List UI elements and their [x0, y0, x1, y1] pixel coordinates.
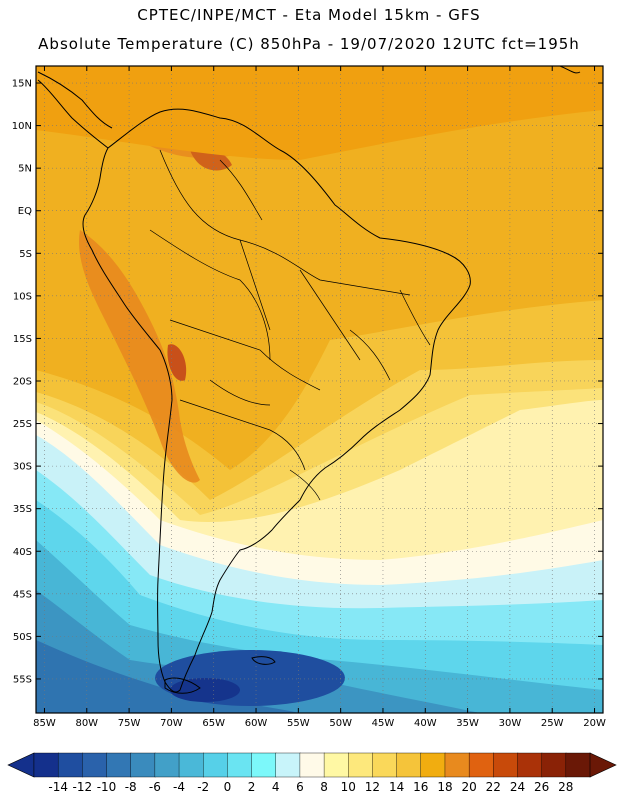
lat-label: EQ — [18, 206, 32, 217]
lon-label: 55W — [287, 718, 310, 729]
colorbar-swatch — [251, 752, 277, 778]
lon-label: 40W — [414, 718, 437, 729]
lat-label: 10N — [12, 121, 32, 132]
colorbar-swatch — [57, 752, 84, 778]
colorbar-swatch — [517, 752, 543, 778]
lon-label: 30W — [499, 718, 522, 729]
colorbar — [7, 752, 617, 778]
lon-label: 20W — [583, 718, 606, 729]
lon-label: 70W — [160, 718, 183, 729]
lon-label: 25W — [541, 718, 564, 729]
lat-label: 5S — [19, 249, 32, 260]
colorbar-swatch — [444, 752, 470, 778]
lat-label: 35S — [13, 504, 32, 515]
caribbean-islands — [559, 66, 581, 74]
colorbar-swatch — [106, 752, 132, 778]
lat-label: 25S — [13, 419, 32, 430]
colorbar-min-arrow — [7, 752, 35, 778]
colorbar-label: 14 — [389, 780, 404, 794]
hot-spot-bolivia — [167, 344, 187, 381]
colorbar-swatch — [33, 752, 59, 778]
colorbar-swatch — [396, 752, 422, 778]
colorbar-label: 8 — [320, 780, 328, 794]
lon-label: 65W — [202, 718, 225, 729]
south-america-coastline — [82, 108, 471, 693]
lat-label: 5N — [18, 164, 32, 175]
lat-label: 45S — [13, 589, 32, 600]
lat-label: 30S — [13, 462, 32, 473]
map-gridlines — [36, 66, 603, 713]
lon-label: 35W — [456, 718, 479, 729]
map-title-line2: Absolute Temperature (C) 850hPa - 19/07/… — [38, 35, 580, 53]
lat-label: 50S — [13, 632, 32, 643]
colorbar-label: 28 — [558, 780, 573, 794]
colorbar-label: 26 — [534, 780, 549, 794]
lon-label: 45W — [372, 718, 395, 729]
longitude-labels: 85W 80W 75W 70W 65W 60W 55W 50W 45W 40W 35W 30W 25W 2… — [33, 718, 606, 729]
colorbar-label: 4 — [272, 780, 280, 794]
colorbar-swatch — [299, 752, 325, 778]
colorbar-swatch — [203, 752, 229, 778]
falklands — [251, 656, 276, 665]
lon-label: 50W — [329, 718, 352, 729]
lon-label: 60W — [245, 718, 268, 729]
colorbar-swatch — [130, 752, 156, 778]
colorbar-labels: -14 -12 -10 -8 -6 -4 -2 0 2 4 6 8 10 12 14 16 18 20 22 24 26… — [48, 780, 573, 794]
central-america-coastline — [37, 79, 109, 149]
colorbar-label: 22 — [486, 780, 501, 794]
colorbar-label: 0 — [224, 780, 232, 794]
map-title-line1: CPTEC/INPE/MCT - Eta Model 15km - GFS — [137, 6, 481, 24]
lat-label: 10S — [13, 291, 32, 302]
colorbar-label: -8 — [125, 780, 137, 794]
lat-label: 15S — [13, 334, 32, 345]
colorbar-label: 2 — [248, 780, 256, 794]
temperature-field — [36, 66, 603, 713]
colorbar-swatch — [420, 752, 446, 778]
colorbar-label: -4 — [173, 780, 185, 794]
colorbar-label: 18 — [437, 780, 452, 794]
colorbar-label: -2 — [197, 780, 209, 794]
colorbar-swatch — [468, 752, 495, 778]
latitude-labels: 15N 10N 5N EQ 5S 10S 15S 20S 25S 30S 35S 40S 45S 50S 5… — [12, 79, 32, 686]
colorbar-label: 24 — [510, 780, 525, 794]
colorbar-swatch — [565, 752, 591, 778]
colorbar-label: -10 — [97, 780, 117, 794]
lat-label: 40S — [13, 547, 32, 558]
colorbar-swatch — [154, 752, 180, 778]
colorbar-label: -14 — [48, 780, 68, 794]
lon-label: 75W — [118, 718, 141, 729]
colorbar-swatch — [493, 752, 519, 778]
colorbar-swatch — [541, 752, 567, 778]
central-america-coastline-north — [37, 71, 113, 129]
lat-label: 55S — [13, 674, 32, 685]
colorbar-swatch — [227, 752, 253, 778]
lon-label: 80W — [75, 718, 98, 729]
political-borders — [149, 149, 431, 501]
colorbar-swatch — [372, 752, 398, 778]
colorbar-swatch — [348, 752, 374, 778]
colorbar-max-arrow — [589, 752, 617, 778]
cold-core-inner — [170, 678, 240, 702]
tierra-del-fuego — [164, 677, 201, 694]
colorbar-swatch — [178, 752, 204, 778]
lat-label: 15N — [12, 79, 32, 90]
band-neg4-neg2 — [36, 590, 480, 713]
orange-north-band — [36, 66, 603, 160]
colorbar-label: -12 — [73, 780, 93, 794]
colorbar-label: -6 — [149, 780, 161, 794]
colorbar-label: 20 — [461, 780, 476, 794]
colorbar-label: 12 — [365, 780, 380, 794]
colorbar-swatch — [82, 752, 108, 778]
colorbar-swatch — [275, 752, 301, 778]
colorbar-label: 10 — [341, 780, 356, 794]
axis-ticks — [36, 66, 603, 713]
band-neg6-neg4 — [36, 640, 300, 713]
lat-label: 20S — [13, 376, 32, 387]
colorbar-label: 16 — [413, 780, 428, 794]
coastlines — [37, 66, 581, 694]
colorbar-swatch — [323, 752, 349, 778]
lon-label: 85W — [33, 718, 56, 729]
colorbar-label: 6 — [296, 780, 304, 794]
map-frame — [35, 65, 604, 714]
